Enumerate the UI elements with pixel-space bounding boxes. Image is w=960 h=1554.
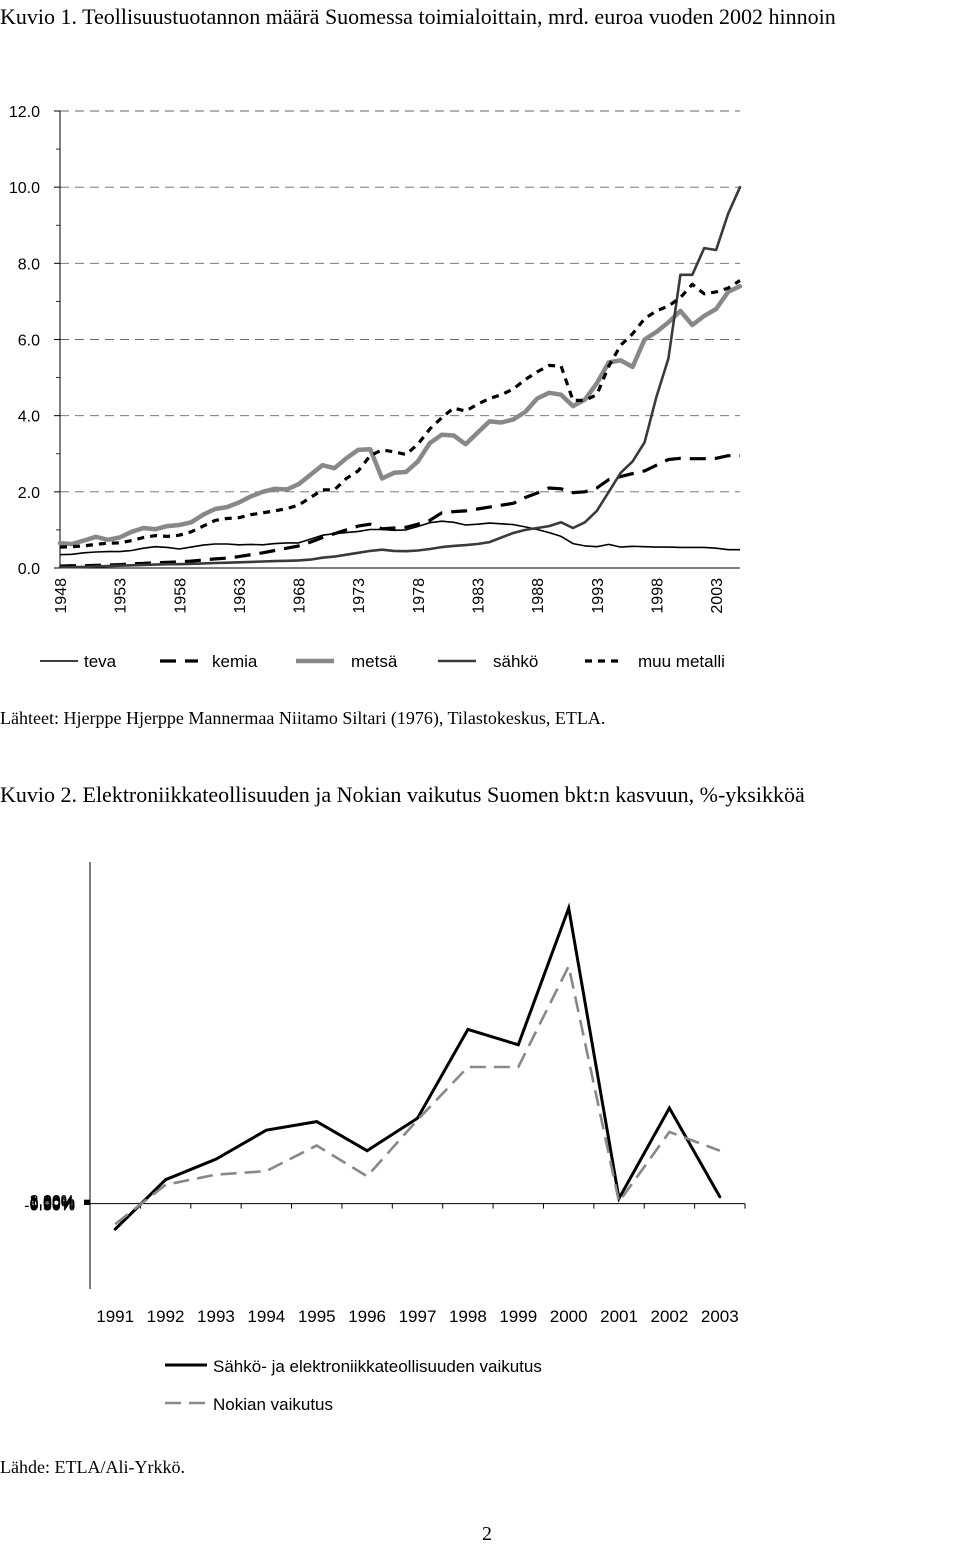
- x-tick-label: 1993: [197, 1307, 235, 1326]
- figure1-source-note: Lähteet: Hjerppe Hjerppe Mannermaa Niita…: [0, 708, 606, 728]
- x-tick-label: 2000: [550, 1307, 588, 1326]
- y-tick-label: -0.50%: [24, 1197, 75, 1214]
- x-tick-label: 2003: [709, 578, 726, 614]
- y-tick-label: 0.0: [18, 561, 40, 578]
- y-tick-label: 8.0: [18, 256, 40, 273]
- figure1-chart: 0.0 2.0 4.0 6.0 8.0 10.0 12.0 1948 1953 1958 1963…: [9, 104, 743, 671]
- y-tick-label: 10.0: [9, 180, 40, 197]
- y-tick-label: 4.0: [18, 409, 40, 426]
- figure1-y-tick-labels: 0.0 2.0 4.0 6.0 8.0 10.0 12.0: [9, 104, 40, 578]
- figure1-gridlines: [56, 110, 740, 531]
- figure2-title: Kuvio 2. Elektroniikkateollisuuden ja No…: [0, 782, 805, 807]
- figure1-axes: [54, 110, 740, 569]
- series-line-electronics-industry: [113, 902, 722, 1231]
- x-tick-label: 1995: [298, 1307, 336, 1326]
- x-tick-label: 1953: [113, 578, 130, 614]
- y-tick-label: 0.00%: [30, 1197, 75, 1214]
- legend-label: metsä: [351, 652, 398, 671]
- legend-label: sähkö: [493, 652, 538, 671]
- figure2-series: [113, 902, 722, 1231]
- x-tick-label: 1988: [530, 578, 547, 614]
- figure2-y-tick-labels: -0.50%0.00%0.50%1.00%1.50%2.00%: [24, 1193, 75, 1214]
- legend-label: teva: [84, 652, 117, 671]
- x-tick-label: 1973: [351, 578, 368, 614]
- series-line-kemia: [59, 454, 740, 568]
- x-tick-label: 1993: [590, 578, 607, 614]
- x-tick-label: 1983: [471, 578, 488, 614]
- series-line-sähkö: [58, 185, 742, 569]
- figure2-axes: [84, 862, 746, 1289]
- figure2-legend: Sähkö- ja elektroniikkateollisuuden vaik…: [165, 1357, 542, 1414]
- page-number: 2: [482, 1523, 492, 1545]
- figure1-title: Kuvio 1. Teollisuustuotannon määrä Suome…: [0, 4, 836, 29]
- series-line-metsä: [57, 283, 743, 547]
- x-tick-label: 1968: [292, 578, 309, 614]
- legend-label: muu metalli: [638, 652, 725, 671]
- y-tick-label: 1.00%: [30, 1195, 75, 1212]
- x-tick-label: 1948: [53, 578, 70, 614]
- x-tick-label: 1996: [348, 1307, 386, 1326]
- y-tick-label: 0.50%: [30, 1196, 75, 1213]
- series-line-teva: [59, 520, 740, 556]
- y-tick-label: 2.0: [18, 485, 40, 502]
- figure1-legend: teva kemia metsä sähkö muu metalli: [40, 652, 725, 671]
- figure1-x-tick-labels: 1948 1953 1958 1963 1968 1973 1978 1983 1988 1993…: [53, 578, 726, 614]
- legend-label: Sähkö- ja elektroniikkateollisuuden vaik…: [213, 1357, 542, 1376]
- legend-label: Nokian vaikutus: [213, 1395, 333, 1414]
- x-tick-label: 2001: [600, 1307, 638, 1326]
- x-tick-label: 2002: [651, 1307, 689, 1326]
- series-line-muu-metalli: [59, 279, 741, 549]
- y-tick-label: 12.0: [9, 104, 40, 121]
- figure2-chart: -0.50%0.00%0.50%1.00%1.50%2.00% 1991 1992…: [24, 862, 746, 1414]
- figure1-series: [57, 185, 743, 569]
- series-line-nokia: [114, 962, 721, 1226]
- x-tick-label: 1978: [411, 578, 428, 614]
- x-tick-label: 1991: [96, 1307, 134, 1326]
- legend-label: kemia: [212, 652, 258, 671]
- x-tick-label: 1998: [449, 1307, 487, 1326]
- x-tick-label: 2003: [701, 1307, 739, 1326]
- x-tick-label: 1992: [147, 1307, 185, 1326]
- y-tick-label: 2.00%: [30, 1193, 75, 1210]
- y-tick-label: 1.50%: [30, 1194, 75, 1211]
- figure2-x-tick-labels: 1991 1992 1993 1994 1995 1996 1997 1998 1999 2000…: [96, 1307, 738, 1326]
- x-tick-label: 1999: [499, 1307, 537, 1326]
- x-tick-label: 1958: [172, 578, 189, 614]
- x-tick-label: 1998: [649, 578, 666, 614]
- x-tick-label: 1994: [247, 1307, 285, 1326]
- x-tick-label: 1963: [232, 578, 249, 614]
- figure2-source-note: Lähde: ETLA/Ali-Yrkkö.: [0, 1457, 185, 1477]
- y-tick-label: 6.0: [18, 333, 40, 350]
- x-tick-label: 1997: [399, 1307, 437, 1326]
